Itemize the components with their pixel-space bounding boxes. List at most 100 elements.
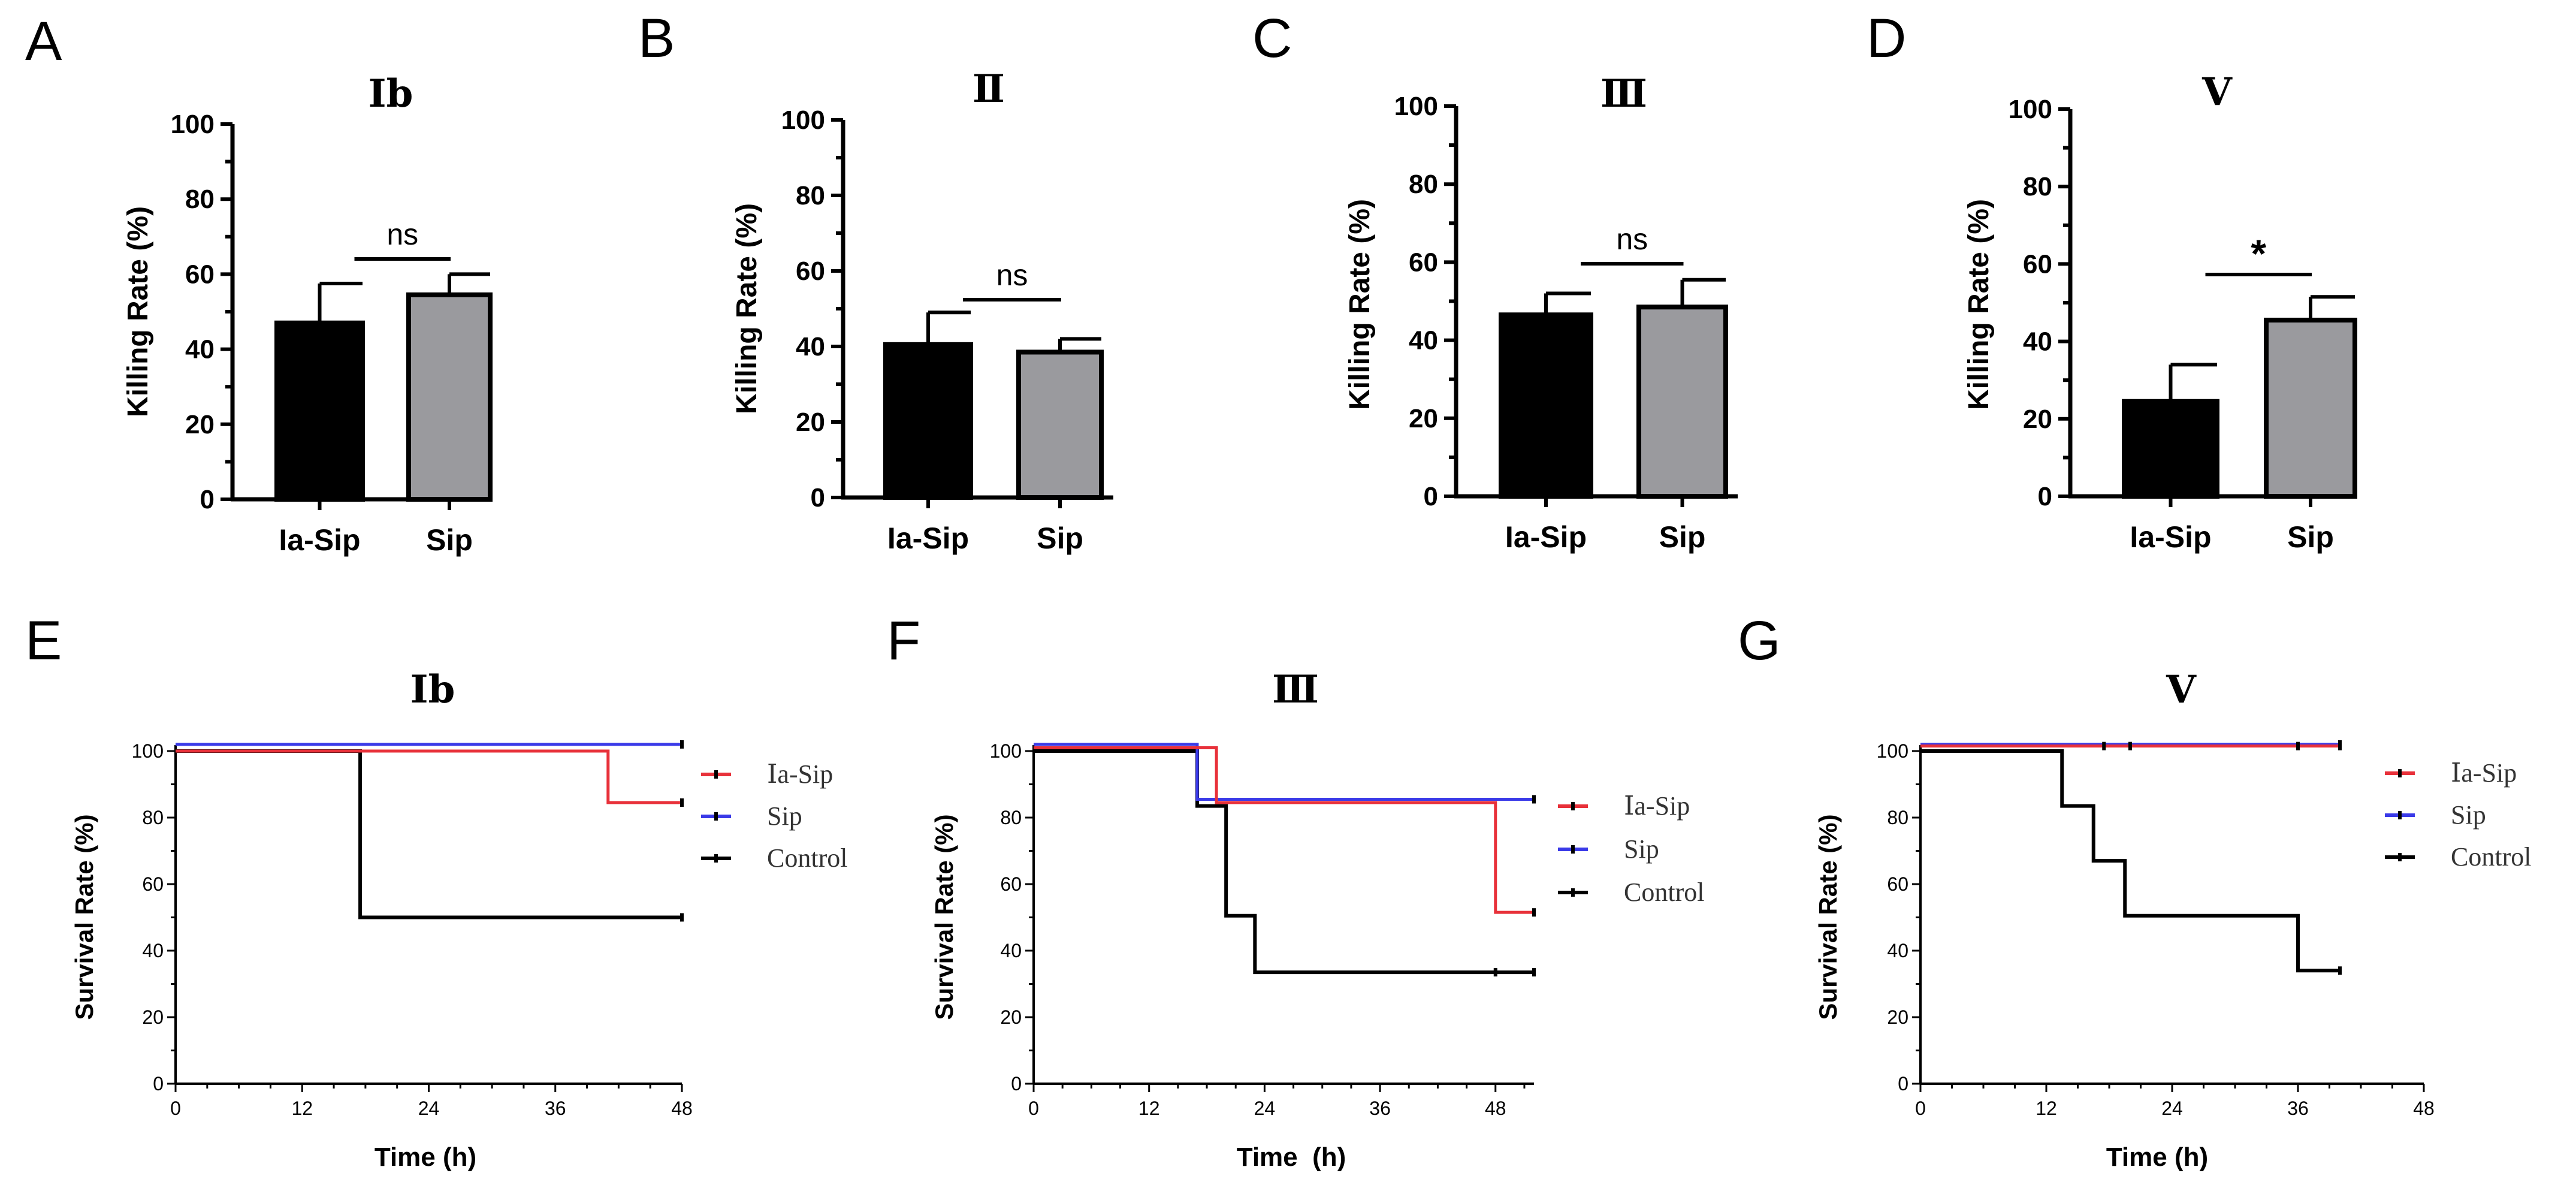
panel-letter: B <box>638 8 675 69</box>
y-axis-label: Survival Rate (%) <box>930 814 958 1020</box>
y-axis-label: Killing Rate (%) <box>122 206 154 417</box>
survival-curve-ia-sip <box>176 749 682 804</box>
y-tick-label: 60 <box>185 260 215 289</box>
y-tick-label: 100 <box>1877 740 1908 762</box>
legend-label-sip: Sip <box>767 801 802 831</box>
bar-ia-sip <box>883 342 973 500</box>
survival-curve-ia-sip <box>1034 746 1534 914</box>
y-tick-label: 20 <box>1887 1006 1908 1028</box>
panel-E: E Ib Survival Rate (%) Time (h) 0 20 40 60 80 100… <box>25 610 847 1172</box>
x-category-label: Ia-Sip <box>2130 520 2211 554</box>
chart-title: Ⅲ <box>1272 667 1319 712</box>
y-tick-label: 80 <box>1000 807 1022 828</box>
x-tick-label: 24 <box>1254 1097 1276 1119</box>
panel-letter: G <box>1738 610 1781 671</box>
panel-letter: C <box>1252 8 1292 69</box>
y-tick-label: 60 <box>142 873 164 895</box>
legend-label-control: Control <box>1624 878 1704 907</box>
survival-curve-control <box>1034 749 1534 975</box>
panel-letter: A <box>25 11 62 72</box>
y-tick-label: 40 <box>796 332 825 361</box>
chart-title: Ⅴ <box>2166 667 2197 712</box>
y-tick-label: 20 <box>2023 405 2052 434</box>
chart-title: Ib <box>369 71 413 116</box>
y-tick-label: 20 <box>1000 1006 1022 1028</box>
significance-label: ns <box>1616 222 1648 256</box>
x-tick-label: 36 <box>2287 1097 2309 1119</box>
y-tick-label: 20 <box>796 408 825 437</box>
y-tick-label: 100 <box>171 110 215 139</box>
chart-title: Ib <box>410 667 455 712</box>
y-tick-label: 40 <box>1887 940 1908 961</box>
y-tick-label: 20 <box>1409 404 1438 433</box>
x-category-label: Ia-Sip <box>1505 520 1587 554</box>
y-tick-label: 80 <box>2023 172 2052 201</box>
y-tick-label: 100 <box>781 105 825 135</box>
y-tick-label: 80 <box>796 181 825 210</box>
y-axis-label: Survival Rate (%) <box>70 814 98 1020</box>
x-category-label: Sip <box>2287 520 2334 554</box>
y-tick-label: 40 <box>2023 327 2052 357</box>
chart-title: Ⅴ <box>2201 70 2233 114</box>
legend-label-control: Control <box>2451 842 2531 872</box>
legend-label-ia-sip: Ⅰa-Sip <box>767 759 833 789</box>
y-tick-label: 100 <box>990 740 1022 762</box>
y-tick-label: 20 <box>185 410 215 439</box>
chart-title: Ⅱ <box>973 67 1005 111</box>
y-axis-label: Killing Rate (%) <box>731 203 763 414</box>
y-tick-label: 100 <box>1394 92 1438 121</box>
y-axis-label: Killing Rate (%) <box>1963 199 1995 410</box>
y-tick-label: 0 <box>1011 1073 1022 1095</box>
x-tick-label: 0 <box>1028 1097 1039 1119</box>
y-tick-label: 80 <box>142 807 164 828</box>
x-category-label: Sip <box>1037 521 1083 555</box>
panel-B: B Ⅱ Killing Rate (%) 0 20 40 60 80 100 Ia-Sip Sip n… <box>638 8 1113 555</box>
y-tick-label: 60 <box>1409 248 1438 277</box>
x-tick-label: 12 <box>2036 1097 2057 1119</box>
y-tick-label: 60 <box>1887 873 1908 895</box>
significance-label: ns <box>996 258 1028 292</box>
y-tick-label: 0 <box>811 483 825 512</box>
y-tick-label: 80 <box>185 185 215 214</box>
y-tick-label: 40 <box>142 940 164 961</box>
legend-label-ia-sip: Ⅰa-Sip <box>2451 758 2517 788</box>
y-tick-label: 80 <box>1887 807 1908 828</box>
panel-C: C Ⅲ Killing Rate (%) 0 20 40 60 80 100 Ia-Sip Sip n… <box>1252 8 1738 554</box>
bar-sip <box>406 292 493 502</box>
y-tick-label: 60 <box>1000 873 1022 895</box>
legend-label-sip: Sip <box>2451 800 2486 830</box>
y-axis-label: Survival Rate (%) <box>1814 814 1842 1020</box>
x-tick-label: 48 <box>2413 1097 2435 1119</box>
y-tick-label: 20 <box>142 1006 164 1028</box>
y-tick-label: 60 <box>2023 249 2052 279</box>
panel-A: A Ib Killing Rate (%) 0 20 40 60 80 100 Ia-Sip Sip… <box>25 11 493 557</box>
x-tick-label: 36 <box>1369 1097 1391 1119</box>
significance-label: * <box>2251 231 2266 276</box>
x-tick-label: 0 <box>1915 1097 1926 1119</box>
bar-sip <box>1016 349 1104 500</box>
bar-sip <box>1636 304 1728 499</box>
y-tick-label: 0 <box>200 485 215 514</box>
bar-ia-sip <box>1499 312 1593 499</box>
y-tick-label: 80 <box>1409 170 1438 199</box>
x-category-label: Sip <box>1659 520 1706 554</box>
x-category-label: Ia-Sip <box>279 523 360 557</box>
panel-letter: D <box>1867 8 1906 69</box>
y-tick-label: 100 <box>132 740 164 762</box>
x-tick-label: 24 <box>2161 1097 2183 1119</box>
panel-letter: F <box>887 610 920 671</box>
panel-F: F Ⅲ Survival Rate (%) Time (h) 0 20 40 60 80 100 0… <box>887 610 1704 1172</box>
x-category-label: Ia-Sip <box>887 521 969 555</box>
panel-D: D Ⅴ Killing Rate (%) 0 20 40 60 80 100 Ia-Sip Sip * <box>1867 8 2357 554</box>
y-tick-label: 60 <box>796 257 825 286</box>
legend-label-control: Control <box>767 843 847 873</box>
survival-curve-control <box>176 749 682 919</box>
panel-letter: E <box>25 610 62 671</box>
legend-label-ia-sip: Ⅰa-Sip <box>1624 791 1690 821</box>
x-tick-label: 48 <box>1485 1097 1506 1119</box>
x-axis-label: Time (h) <box>2106 1142 2208 1172</box>
significance-label: ns <box>386 218 418 251</box>
bar-ia-sip <box>2122 399 2219 499</box>
x-tick-label: 12 <box>1138 1097 1160 1119</box>
